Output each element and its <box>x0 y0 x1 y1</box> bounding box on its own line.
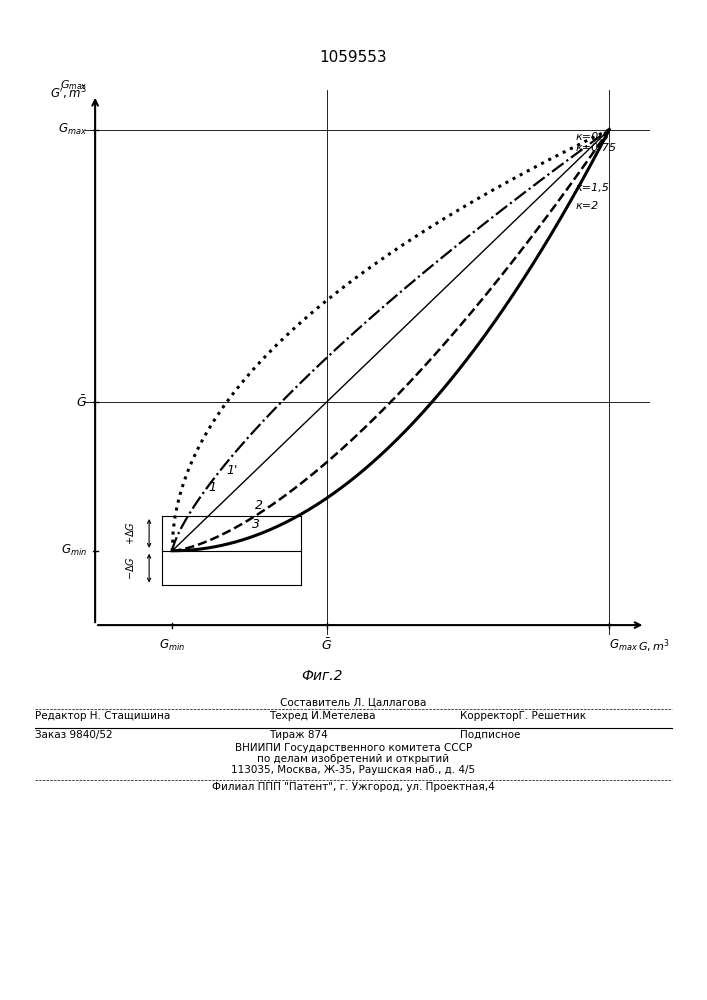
Text: ВНИИПИ Государственного комитета СССР: ВНИИПИ Государственного комитета СССР <box>235 743 472 753</box>
Text: $G_{min}$: $G_{min}$ <box>62 543 88 558</box>
Text: Подписное: Подписное <box>460 730 520 740</box>
Text: $G_{max}$: $G_{max}$ <box>58 122 88 137</box>
Text: $G_{max}$: $G_{max}$ <box>609 637 638 653</box>
Text: $G_{max}$: $G_{max}$ <box>60 79 88 92</box>
Text: $G_{min}$: $G_{min}$ <box>159 637 185 653</box>
Text: к=0.75: к=0.75 <box>576 143 617 153</box>
Text: к=2: к=2 <box>576 201 599 211</box>
Text: Филиал ППП "Патент", г. Ужгород, ул. Проектная,4: Филиал ППП "Патент", г. Ужгород, ул. Про… <box>212 782 495 792</box>
Text: Фиг.2: Фиг.2 <box>302 669 343 683</box>
Text: к=1,5: к=1,5 <box>576 183 609 193</box>
Text: $-\Delta G$: $-\Delta G$ <box>124 556 136 580</box>
Text: Редактор Н. Стащишина: Редактор Н. Стащишина <box>35 711 170 721</box>
Text: $G, m^3$: $G, m^3$ <box>638 637 670 655</box>
Text: Тираж 874: Тираж 874 <box>269 730 327 740</box>
Text: 3: 3 <box>252 518 260 531</box>
Text: Составитель Л. Цаллагова: Составитель Л. Цаллагова <box>280 697 427 707</box>
Text: 1': 1' <box>226 464 238 477</box>
Text: КорректорГ. Решетник: КорректорГ. Решетник <box>460 711 585 721</box>
Text: Техред И.Метелева: Техред И.Метелева <box>269 711 375 721</box>
Text: $\bar{G}$: $\bar{G}$ <box>76 394 88 410</box>
Text: к=0.5: к=0.5 <box>576 132 609 142</box>
Text: 2: 2 <box>255 499 262 512</box>
Text: $G', m^3$: $G', m^3$ <box>50 85 88 102</box>
Text: Заказ 9840/52: Заказ 9840/52 <box>35 730 113 740</box>
Text: 113035, Москва, Ж-35, Раушская наб., д. 4/5: 113035, Москва, Ж-35, Раушская наб., д. … <box>231 765 476 775</box>
Text: по делам изобретений и открытий: по делам изобретений и открытий <box>257 754 450 764</box>
Text: 1: 1 <box>209 481 216 494</box>
Text: $+\Delta G$: $+\Delta G$ <box>124 521 136 545</box>
Text: $\bar{G}$: $\bar{G}$ <box>321 637 332 653</box>
Text: 1059553: 1059553 <box>320 50 387 66</box>
